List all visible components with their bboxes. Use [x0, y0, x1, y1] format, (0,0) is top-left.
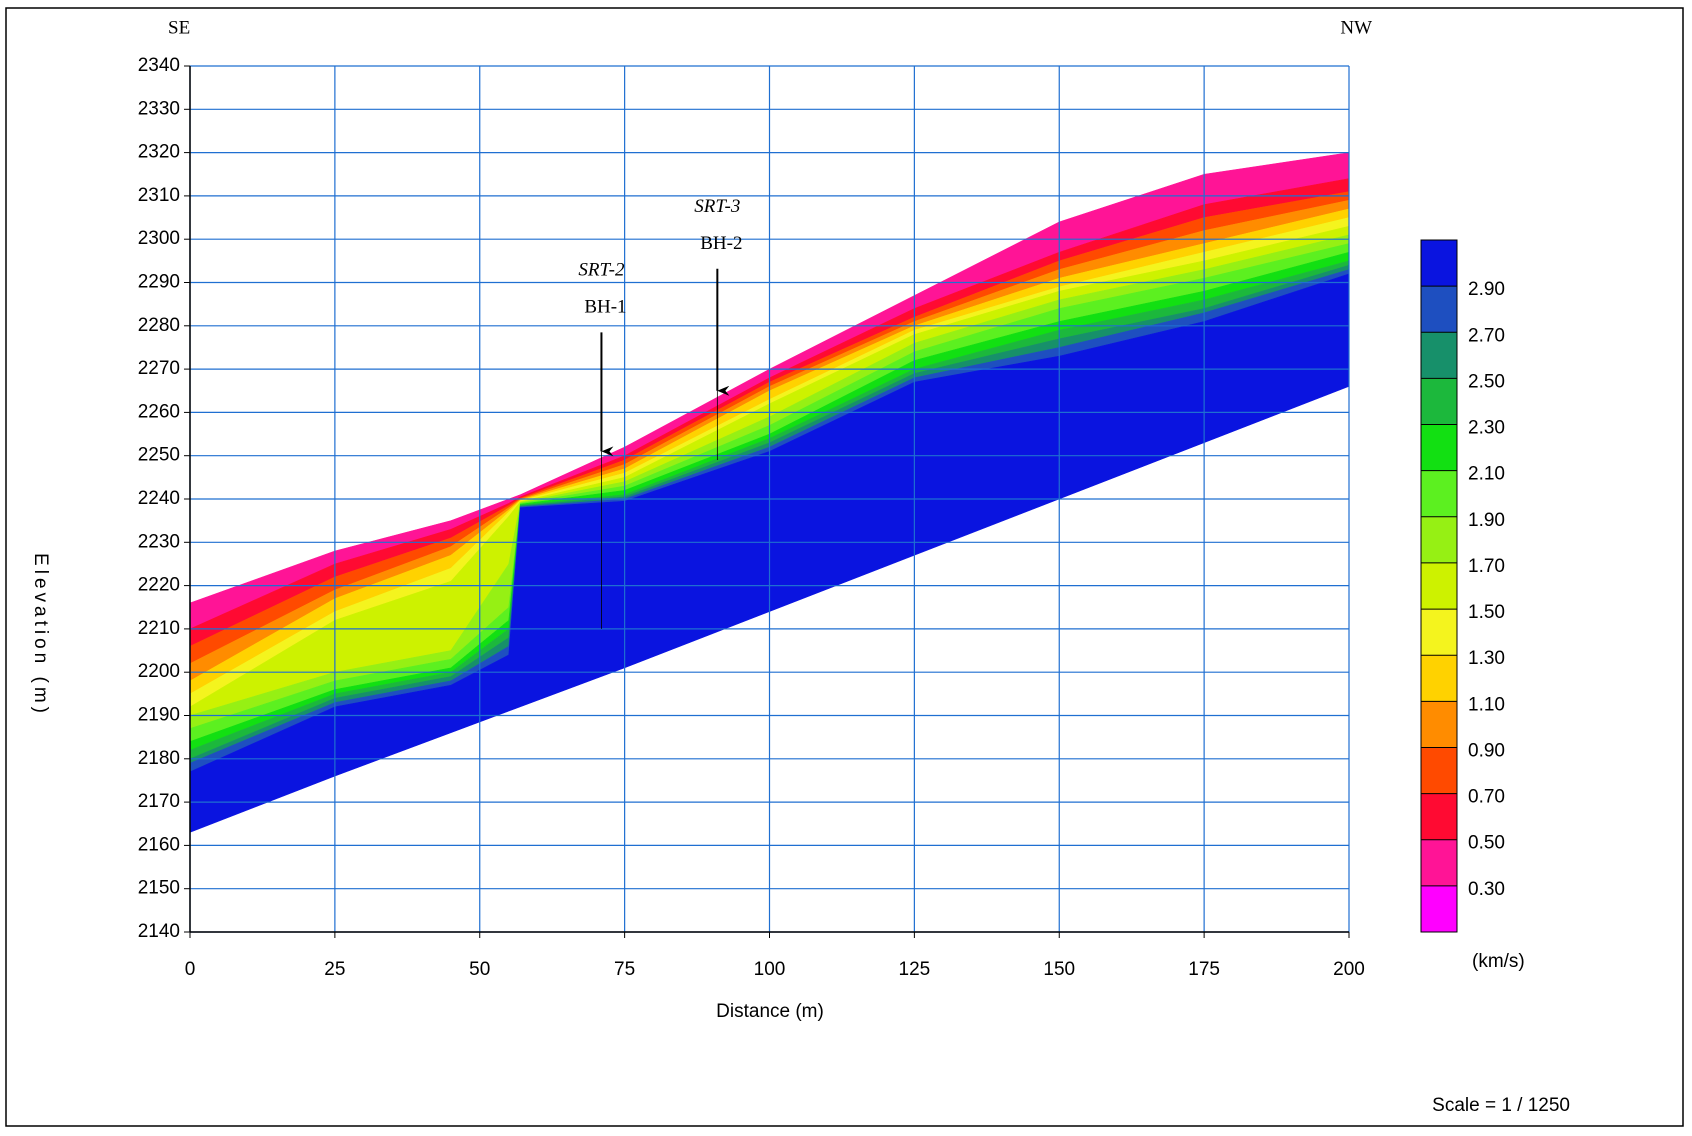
y-tick-label: 2270: [138, 358, 180, 379]
colorbar-label: 1.10: [1468, 694, 1505, 715]
colorbar-frame: [1420, 239, 1458, 933]
colorbar-swatch: [1421, 885, 1457, 932]
x-axis-title: Distance (m): [716, 1001, 824, 1022]
y-tick-label: 2180: [138, 748, 180, 769]
y-tick-label: 2200: [138, 661, 180, 682]
x-tick-label: 125: [899, 959, 931, 980]
colorbar-label: 1.50: [1468, 602, 1505, 623]
colorbar-label: 0.30: [1468, 879, 1505, 900]
colorbar-swatch: [1421, 378, 1457, 425]
survey-name: SRT-3: [694, 196, 740, 217]
y-tick-label: 2310: [138, 185, 180, 206]
colorbar-swatch: [1421, 609, 1457, 656]
x-tick-label: 100: [754, 959, 786, 980]
colorbar-label: 2.10: [1468, 464, 1505, 485]
colorbar-swatch: [1421, 286, 1457, 333]
colorbar-label: 2.30: [1468, 418, 1505, 439]
x-tick-label: 50: [469, 959, 490, 980]
y-tick-label: 2290: [138, 272, 180, 293]
x-tick-label: 75: [614, 959, 635, 980]
left-direction: SE: [168, 17, 190, 38]
y-tick-label: 2340: [138, 55, 180, 76]
colorbar-swatch: [1421, 424, 1457, 471]
colorbar-swatch: [1421, 747, 1457, 794]
y-tick-label: 2140: [138, 921, 180, 942]
y-tick-label: 2160: [138, 834, 180, 855]
x-tick-label: 150: [1043, 959, 1075, 980]
y-tick-label: 2210: [138, 618, 180, 639]
y-tick-label: 2190: [138, 705, 180, 726]
colorbar-swatch: [1421, 332, 1457, 379]
colorbar-swatch: [1421, 240, 1457, 287]
colorbar-label: 1.30: [1468, 648, 1505, 669]
colorbar-label: 2.70: [1468, 325, 1505, 346]
x-tick-label: 25: [324, 959, 345, 980]
y-tick-label: 2320: [138, 142, 180, 163]
x-tick-label: 200: [1333, 959, 1365, 980]
colorbar-swatch: [1421, 655, 1457, 702]
right-direction: NW: [1340, 17, 1372, 38]
colorbar-label: 2.90: [1468, 279, 1505, 300]
y-tick-label: 2280: [138, 315, 180, 336]
y-tick-label: 2240: [138, 488, 180, 509]
survey-name: SRT-2: [578, 260, 625, 281]
colorbar-swatch: [1421, 839, 1457, 886]
scale-note: Scale = 1 / 1250: [1432, 1095, 1570, 1116]
y-tick-label: 2150: [138, 878, 180, 899]
colorbar-label: 0.50: [1468, 833, 1505, 854]
y-tick-label: 2300: [138, 228, 180, 249]
y-tick-label: 2260: [138, 401, 180, 422]
colorbar-label: 0.70: [1468, 787, 1505, 808]
y-tick-label: 2330: [138, 98, 180, 119]
y-tick-label: 2250: [138, 445, 180, 466]
x-tick-label: 175: [1188, 959, 1220, 980]
y-tick-label: 2220: [138, 575, 180, 596]
colorbar-swatch: [1421, 701, 1457, 748]
colorbar-swatch: [1421, 516, 1457, 563]
colorbar-swatch: [1421, 562, 1457, 610]
colorbar-label: 0.90: [1468, 740, 1505, 761]
colorbar-label: 1.90: [1468, 510, 1505, 531]
colorbar-unit: (km/s): [1472, 951, 1525, 972]
borehole-name: BH-2: [700, 233, 742, 254]
colorbar-label: 2.50: [1468, 371, 1505, 392]
y-tick-label: 2230: [138, 531, 180, 552]
colorbar-label: 1.70: [1468, 556, 1505, 577]
x-tick-label: 0: [185, 959, 196, 980]
colorbar-swatch: [1421, 470, 1457, 517]
y-axis-title: Elevation (m): [30, 553, 51, 717]
borehole-name: BH-1: [584, 297, 626, 318]
y-tick-label: 2170: [138, 791, 180, 812]
colorbar-swatch: [1421, 793, 1457, 840]
